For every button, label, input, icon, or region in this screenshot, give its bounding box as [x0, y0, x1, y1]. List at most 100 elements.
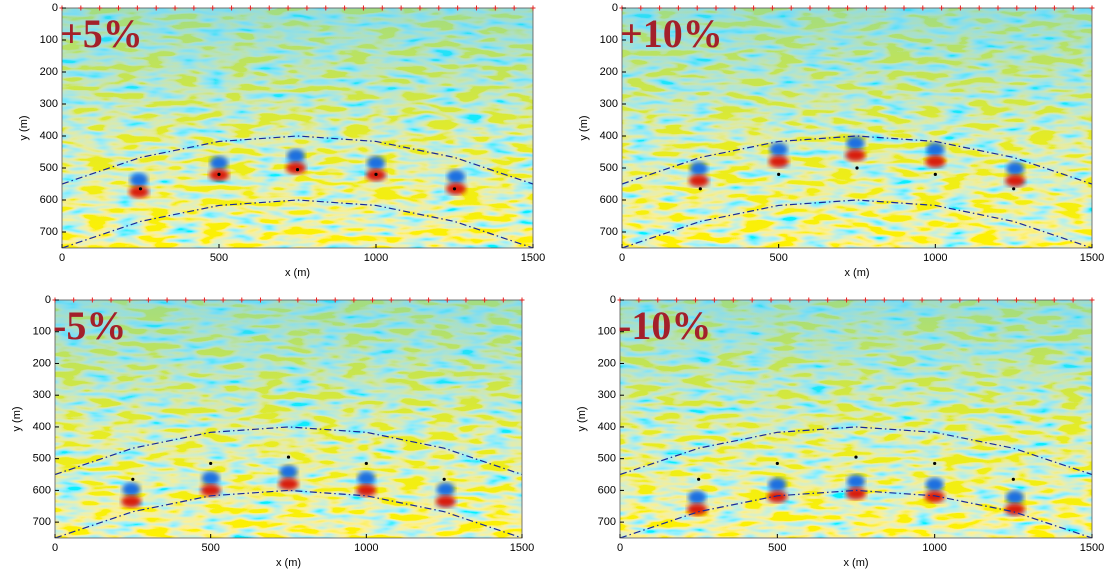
y-tick-label: 0: [610, 294, 616, 306]
receiver: [732, 5, 738, 11]
panel: 0 500 1000 1500 0 100 200 300 400 500 600 700 x (m) y…: [18, 2, 545, 279]
source-point: [1012, 187, 1016, 191]
receiver: [89, 297, 95, 303]
receiver: [191, 5, 197, 11]
receiver: [436, 5, 442, 11]
red-lobe: [1004, 503, 1025, 516]
boundary-line: [620, 489, 1092, 538]
y-tick-label: 600: [40, 194, 58, 206]
red-lobe: [278, 478, 299, 491]
receiver: [388, 297, 394, 303]
receiver: [1014, 5, 1020, 11]
receiver: [1051, 297, 1057, 303]
source-point: [1011, 477, 1015, 481]
receiver: [295, 297, 301, 303]
y-tick-label: 0: [612, 2, 618, 14]
red-lobe: [687, 503, 708, 516]
receiver: [407, 297, 413, 303]
receiver: [323, 5, 329, 11]
receiver: [511, 5, 517, 11]
receiver: [920, 5, 926, 11]
image-area: [622, 8, 1092, 248]
red-lobe: [1005, 174, 1026, 187]
source-point: [286, 455, 291, 459]
x-tick-label: 1000: [354, 542, 378, 554]
panel-annotation: +10%: [620, 11, 723, 56]
y-tick-label: 300: [598, 389, 616, 401]
receiver: [881, 297, 887, 303]
source-point: [697, 477, 701, 481]
red-lobe: [925, 155, 946, 168]
blue-lobe: [357, 471, 376, 486]
x-tick-label: 500: [769, 252, 787, 264]
image-area: [62, 8, 533, 248]
plot-frame: [619, 299, 1093, 539]
receiver: [71, 297, 77, 303]
receiver: [379, 5, 385, 11]
receiver: [257, 297, 263, 303]
receiver: [844, 297, 850, 303]
receiver: [530, 5, 536, 11]
y-tick-label: 400: [598, 421, 616, 433]
receiver: [1013, 297, 1019, 303]
blue-lobe: [768, 477, 787, 492]
receiver: [655, 297, 661, 303]
source-point: [775, 461, 779, 466]
y-tick-label: 700: [598, 516, 616, 528]
blue-lobe: [122, 482, 141, 497]
source-point: [442, 477, 446, 481]
receiver: [806, 297, 812, 303]
receiver: [674, 297, 680, 303]
source-point: [209, 461, 213, 466]
receiver: [417, 5, 423, 11]
receiver: [976, 5, 982, 11]
x-tick-label: 1500: [521, 252, 545, 264]
source-point: [855, 166, 859, 170]
receiver: [787, 297, 793, 303]
receiver: [519, 297, 525, 303]
receiver: [1032, 297, 1038, 303]
red-lobe: [435, 495, 456, 508]
receiver: [314, 297, 320, 303]
y-tick-label: 600: [600, 194, 618, 206]
receiver: [863, 5, 869, 11]
receiver: [220, 297, 226, 303]
receiver: [285, 5, 291, 11]
y-tick-label: 700: [33, 516, 51, 528]
y-axis-label: y (m): [18, 115, 30, 140]
boundary-line: [55, 489, 522, 538]
blue-lobe: [1006, 161, 1025, 176]
receiver: [444, 297, 450, 303]
y-tick-label: 100: [600, 34, 618, 46]
receiver: [332, 297, 338, 303]
y-tick-label: 600: [598, 484, 616, 496]
y-tick-label: 200: [40, 66, 58, 78]
receiver: [711, 297, 717, 303]
receiver: [901, 5, 907, 11]
receiver: [638, 5, 644, 11]
source-point: [131, 477, 135, 481]
source-point: [374, 172, 378, 176]
receiver: [1070, 5, 1076, 11]
x-tick-label: 500: [768, 542, 786, 554]
y-tick-label: 400: [600, 130, 618, 142]
boundary-line: [620, 426, 1092, 476]
blue-lobe: [847, 474, 865, 489]
image-area: [620, 300, 1092, 538]
blue-lobe: [689, 161, 708, 176]
receiver: [769, 5, 775, 11]
red-lobe: [845, 149, 866, 162]
receiver: [938, 297, 944, 303]
red-lobe: [688, 174, 709, 187]
receiver: [172, 5, 178, 11]
y-tick-label: 300: [600, 98, 618, 110]
receiver: [713, 5, 719, 11]
receiver: [482, 297, 488, 303]
red-lobe: [356, 484, 377, 497]
x-axis-label: x (m): [285, 267, 310, 279]
boundary-line: [55, 426, 522, 476]
receiver: [97, 5, 103, 11]
receiver: [900, 297, 906, 303]
panel: 0 500 1000 1500 0 100 200 300 400 500 600 700 x (m) y…: [578, 2, 1104, 279]
